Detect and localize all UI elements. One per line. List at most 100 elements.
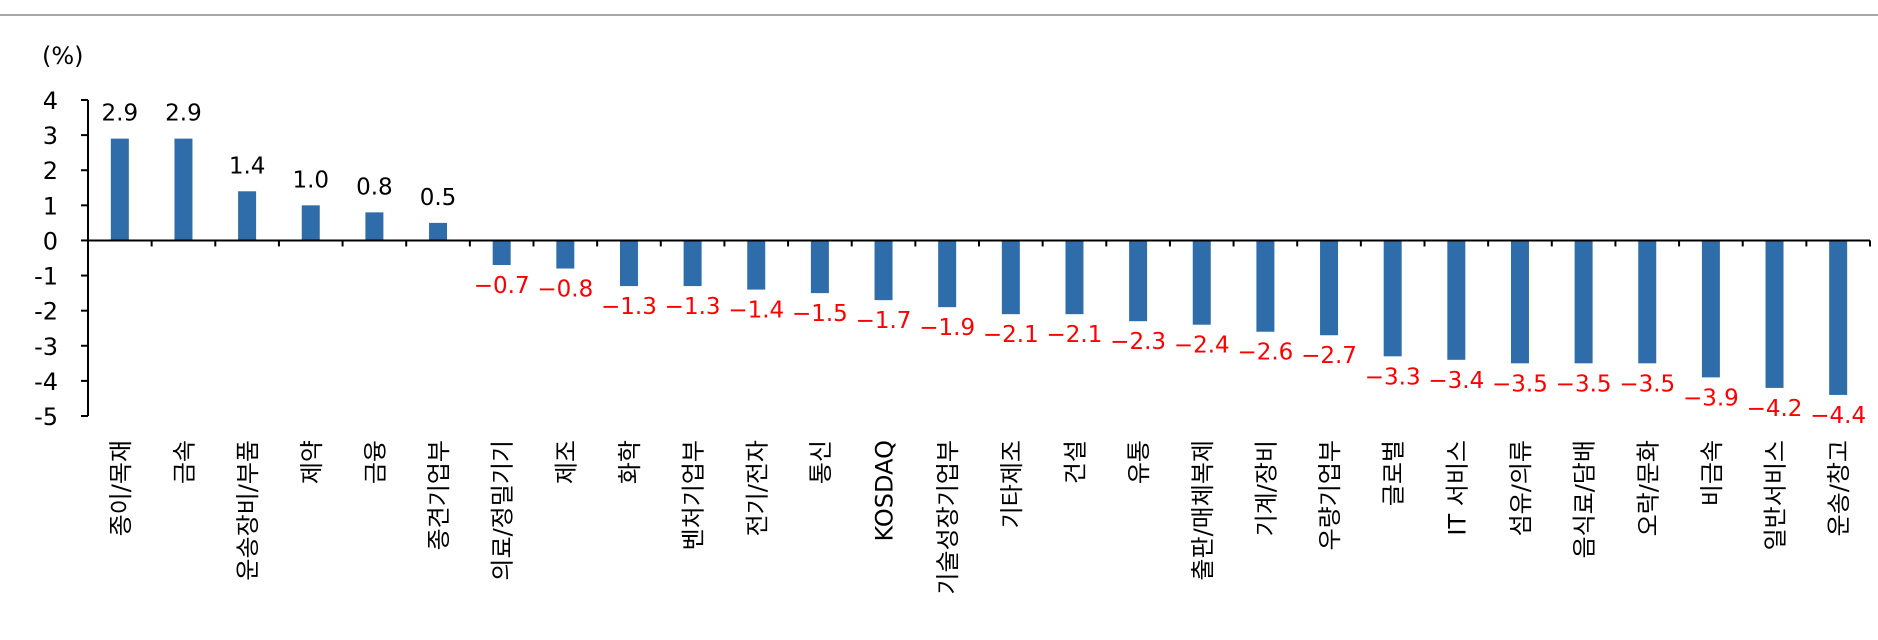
- y-tick-label: -4: [34, 368, 58, 396]
- y-tick-label: 2: [43, 157, 58, 185]
- data-label: −2.6: [1237, 340, 1293, 366]
- y-tick-label: -1: [34, 263, 58, 291]
- category-label: IT 서비스: [1443, 440, 1471, 536]
- bar: [365, 212, 384, 241]
- y-axis-label: (%): [42, 42, 84, 70]
- data-label: 0.8: [356, 174, 393, 200]
- bar: [174, 138, 193, 241]
- data-label: −2.7: [1301, 343, 1357, 369]
- category-label: 일반서비스: [1762, 440, 1790, 550]
- category-label: 금속: [170, 440, 198, 484]
- category-label: 운송장비/부품: [234, 440, 262, 581]
- y-tick-label: 4: [43, 87, 58, 115]
- data-label: −4.4: [1810, 403, 1866, 429]
- bar: [1574, 240, 1593, 364]
- category-label: 음식료/담배: [1571, 440, 1599, 559]
- data-label: −3.5: [1492, 371, 1548, 397]
- category-label: 기타제조: [998, 440, 1026, 528]
- data-labels: 2.9 2.9 1.4 1.0 0.8 0.5 −0.7 −0.8 −1.3 −1.3 −1.4 −1…: [102, 101, 1867, 429]
- bar: [301, 205, 320, 241]
- y-tick-label: 3: [43, 122, 58, 150]
- data-label: −0.8: [537, 277, 593, 303]
- category-label: 건설: [1061, 440, 1089, 484]
- data-label: −3.5: [1619, 371, 1675, 397]
- category-label: 비금속: [1698, 440, 1726, 506]
- category-label: 기술성장기업부: [934, 440, 962, 595]
- bar: [1129, 240, 1148, 322]
- bar: [492, 240, 511, 266]
- y-tick-label: 0: [43, 227, 58, 255]
- bar: [1765, 240, 1784, 388]
- data-label: −3.3: [1365, 364, 1421, 390]
- category-label: 의료/정밀기기: [489, 440, 517, 581]
- data-label: −1.4: [728, 298, 784, 324]
- category-label: 금융: [361, 440, 389, 484]
- data-label: −1.9: [919, 315, 975, 341]
- bar: [1701, 240, 1720, 378]
- category-label: 우량기업부: [1316, 440, 1344, 550]
- bar: [810, 240, 829, 294]
- bar: [619, 240, 638, 287]
- category-label: 종견기업부: [425, 440, 453, 550]
- bar: [938, 240, 957, 308]
- data-label: −3.9: [1683, 385, 1739, 411]
- category-label: 종이/목재: [107, 440, 135, 536]
- bar: [1510, 240, 1529, 364]
- bars: [110, 138, 1848, 395]
- bar: [1065, 240, 1084, 315]
- bar: [556, 240, 575, 269]
- category-label: 전기/전자: [743, 440, 771, 536]
- y-tick-label: -2: [34, 298, 58, 326]
- data-label: −1.7: [856, 308, 912, 334]
- category-label: KOSDAQ: [871, 440, 899, 542]
- data-label: −0.7: [474, 273, 530, 299]
- data-label: 0.5: [420, 185, 457, 211]
- bar: [683, 240, 702, 287]
- data-label: −1.3: [665, 294, 721, 320]
- data-label: −1.5: [792, 301, 848, 327]
- category-label: 통신: [807, 440, 835, 484]
- data-label: 1.0: [292, 167, 329, 193]
- category-label: 제약: [298, 440, 326, 484]
- bar: [1829, 240, 1848, 395]
- category-label: 화학: [616, 440, 644, 484]
- data-label: 2.9: [165, 101, 202, 127]
- bar: [874, 240, 893, 301]
- bar: [1192, 240, 1211, 325]
- bar: [238, 191, 257, 241]
- bar: [1383, 240, 1402, 357]
- bar: [110, 138, 129, 241]
- data-label: −3.5: [1556, 371, 1612, 397]
- data-label: −4.2: [1747, 396, 1803, 422]
- category-label: 제조: [552, 440, 580, 484]
- y-tick-label: 1: [43, 192, 58, 220]
- data-label: −2.3: [1110, 329, 1166, 355]
- category-label: 섬유/의류: [1507, 440, 1535, 536]
- category-label: 벤처기업부: [680, 440, 708, 550]
- category-label: 오락/문화: [1634, 440, 1662, 536]
- category-label: 글로벌: [1380, 440, 1408, 506]
- category-label: 운송/창고: [1825, 440, 1853, 536]
- bar: [1447, 240, 1466, 360]
- data-label: −1.3: [601, 294, 657, 320]
- bar: [1001, 240, 1020, 315]
- y-axis: 4 3 2 1 0 -1 -2 -3 -4 -5: [34, 87, 89, 431]
- category-labels: 종이/목재 금속 운송장비/부품 제약 금융 종견기업부 의료/정밀기기 제조 화학 벤처기업부 전…: [107, 440, 1853, 595]
- data-label: 2.9: [102, 101, 139, 127]
- category-label: 기계/장비: [1252, 440, 1280, 536]
- category-label: 출판/매체복제: [1189, 440, 1217, 581]
- x-axis-ticks: [87, 240, 1871, 247]
- y-tick-label: -3: [34, 333, 58, 361]
- category-label: 유통: [1125, 440, 1153, 484]
- bar: [1256, 240, 1275, 332]
- data-label: −2.1: [1047, 322, 1103, 348]
- bar: [429, 222, 448, 241]
- data-label: 1.4: [229, 153, 266, 179]
- data-label: −3.4: [1428, 368, 1484, 394]
- data-label: −2.4: [1174, 333, 1230, 359]
- bar: [1320, 240, 1339, 336]
- bar: [747, 240, 766, 290]
- data-label: −2.1: [983, 322, 1039, 348]
